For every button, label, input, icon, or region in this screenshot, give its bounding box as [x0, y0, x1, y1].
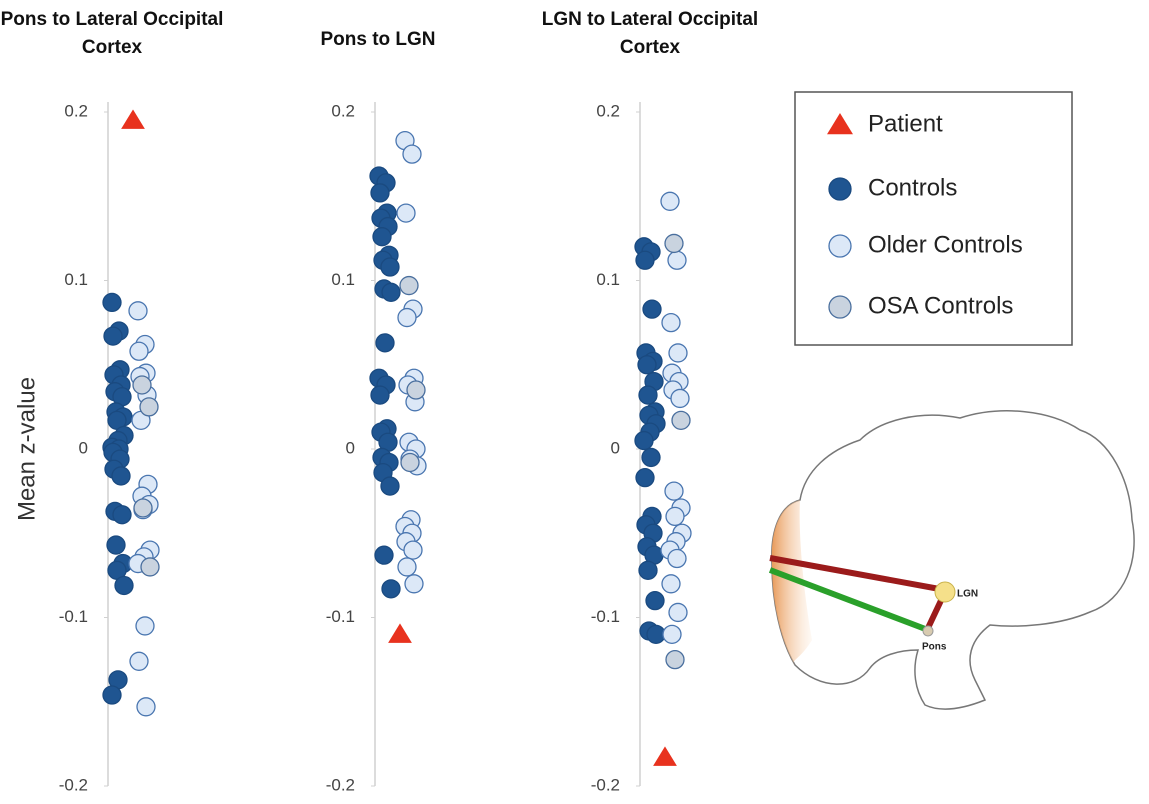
point: [376, 334, 394, 352]
panel-title: Pons to LGN: [258, 26, 498, 54]
point: [661, 192, 679, 210]
point: [112, 467, 130, 485]
point: [137, 698, 155, 716]
legend-marker: [829, 178, 851, 200]
chart: Mean z-value LGN Pons -0.2 -0.1 0 0.1 0.2 -0.…: [0, 0, 1149, 804]
y-tick-label: 0.2: [331, 101, 355, 120]
point: [381, 477, 399, 495]
patient-marker: [122, 110, 144, 128]
pons-node: [923, 626, 933, 636]
y-axis-label: Mean z-value: [13, 377, 40, 521]
legend-marker: [829, 235, 851, 257]
legend-label: Controls: [868, 174, 957, 201]
brain-outline: [772, 411, 1134, 709]
y-tick-label: 0.1: [331, 270, 355, 289]
point: [371, 184, 389, 202]
point: [635, 432, 653, 450]
point: [636, 469, 654, 487]
legend-label: Patient: [868, 110, 943, 137]
point: [129, 302, 147, 320]
point: [639, 561, 657, 579]
point: [668, 251, 686, 269]
y-tick-label: -0.2: [326, 775, 355, 794]
point: [401, 453, 419, 471]
point: [113, 506, 131, 524]
point: [636, 251, 654, 269]
point: [647, 625, 665, 643]
point: [669, 344, 687, 362]
point: [140, 398, 158, 416]
point: [398, 558, 416, 576]
y-tick-label: -0.2: [591, 775, 620, 794]
point: [400, 277, 418, 295]
point: [141, 558, 159, 576]
y-tick-label: 0.2: [596, 101, 620, 120]
point: [662, 314, 680, 332]
point: [638, 356, 656, 374]
patient-marker: [389, 624, 411, 642]
point: [665, 482, 683, 500]
point: [373, 228, 391, 246]
point: [115, 576, 133, 594]
point: [381, 258, 399, 276]
diagram-label: Pons: [922, 642, 947, 653]
y-tick-label: -0.1: [591, 607, 620, 626]
point: [130, 342, 148, 360]
point: [136, 617, 154, 635]
point: [672, 411, 690, 429]
y-tick-label: -0.1: [326, 607, 355, 626]
legend-label: Older Controls: [868, 231, 1023, 258]
point: [130, 652, 148, 670]
y-tick-label: 0.1: [596, 270, 620, 289]
legend-label: OSA Controls: [868, 292, 1013, 319]
panel-title: Pons to Lateral Occipital Cortex: [0, 6, 232, 62]
point: [404, 541, 422, 559]
point: [646, 592, 664, 610]
point: [103, 293, 121, 311]
point: [107, 536, 125, 554]
point: [134, 499, 152, 517]
point: [133, 376, 151, 394]
point: [642, 448, 660, 466]
point: [382, 580, 400, 598]
point: [397, 204, 415, 222]
y-tick-label: 0: [611, 438, 620, 457]
point: [398, 309, 416, 327]
point: [104, 327, 122, 345]
point: [405, 575, 423, 593]
y-tick-label: -0.2: [59, 775, 88, 794]
point: [382, 283, 400, 301]
brain-diagram: LGN Pons: [770, 411, 1134, 709]
point: [663, 625, 681, 643]
lgn-node: [935, 582, 955, 602]
y-tick-label: -0.1: [59, 607, 88, 626]
y-tick-label: 0.2: [64, 101, 88, 120]
y-tick-label: 0: [346, 438, 355, 457]
point: [639, 386, 657, 404]
point: [668, 550, 686, 568]
point: [665, 234, 683, 252]
point: [662, 575, 680, 593]
point: [375, 546, 393, 564]
panel-title: LGN to Lateral Occipital Cortex: [530, 6, 770, 62]
point: [666, 651, 684, 669]
y-tick-label: 0: [79, 438, 88, 457]
point: [103, 686, 121, 704]
point: [643, 300, 661, 318]
point: [666, 507, 684, 525]
diagram-label: LGN: [957, 589, 978, 600]
point: [407, 381, 425, 399]
y-tick-label: 0.1: [64, 270, 88, 289]
point: [371, 386, 389, 404]
page: Mean z-value LGN Pons -0.2 -0.1 0 0.1 0.2 -0.…: [0, 0, 1149, 804]
point: [669, 603, 687, 621]
point: [403, 145, 421, 163]
point: [671, 389, 689, 407]
patient-marker: [654, 747, 676, 765]
legend-marker: [829, 296, 851, 318]
